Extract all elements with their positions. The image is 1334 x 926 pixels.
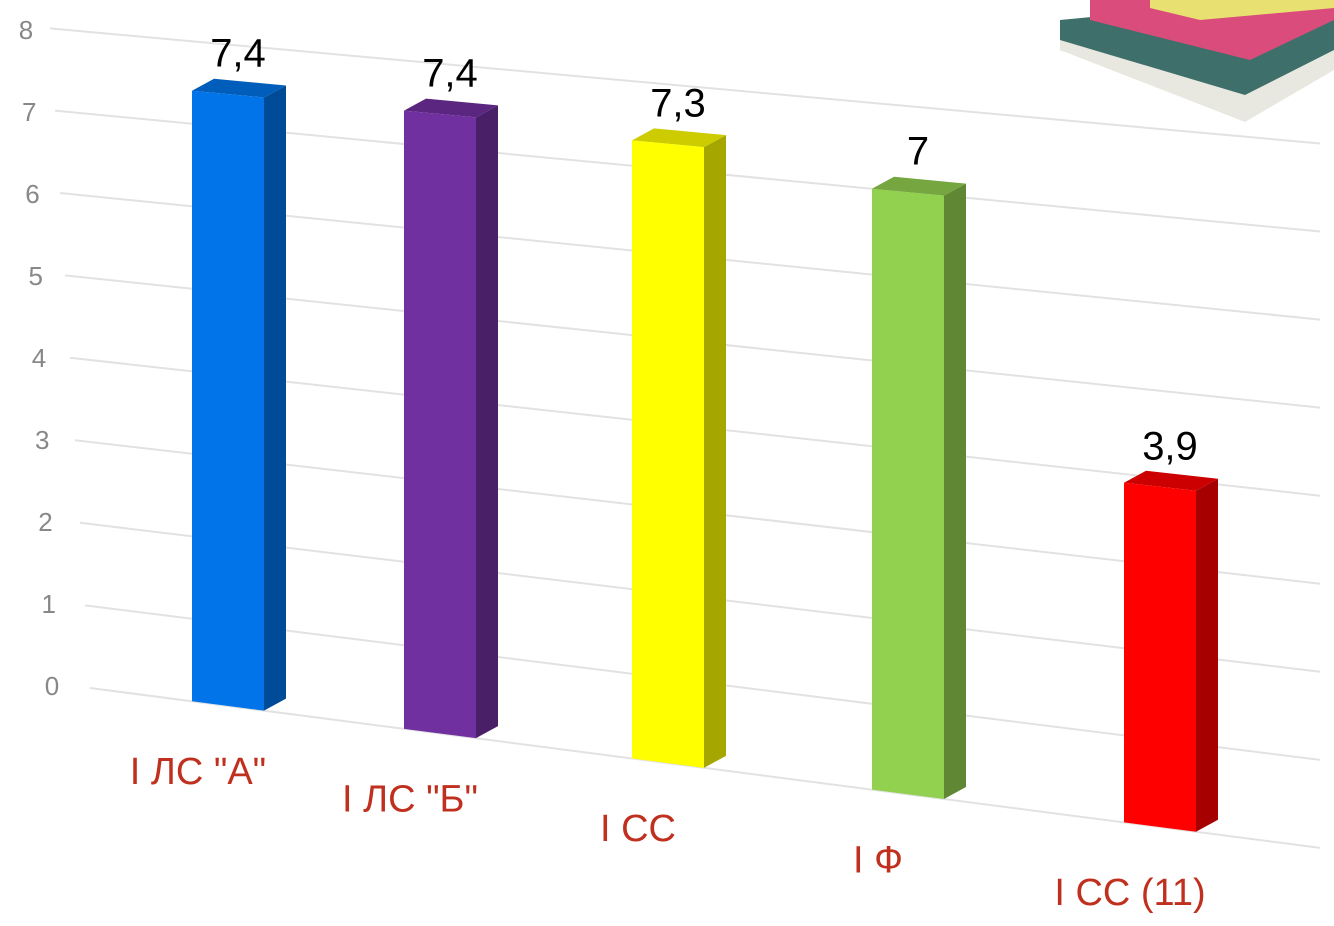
bar-side [704, 135, 726, 768]
bar-top [872, 176, 966, 196]
y-tick-label: 3 [35, 425, 49, 455]
y-tick-label: 5 [29, 261, 43, 291]
y-tick-label: 0 [45, 671, 59, 701]
value-label: 7 [907, 130, 929, 174]
x-tick-label: I СС [600, 808, 676, 850]
x-tick-label: I ЛС "А" [130, 751, 266, 793]
bar [192, 90, 264, 711]
books-decoration [1060, 0, 1334, 122]
value-label: 3,9 [1142, 424, 1198, 468]
bar-side [944, 183, 966, 800]
bar-top [192, 78, 286, 98]
bar-top [404, 98, 498, 118]
y-tick-label: 6 [25, 179, 39, 209]
bar [872, 188, 944, 800]
bar-side [476, 105, 498, 739]
bar-side [264, 85, 286, 711]
value-label: 7,4 [422, 52, 478, 96]
grid-line [49, 27, 1321, 145]
x-tick-label: I СС (11) [1054, 872, 1205, 914]
y-tick-label: 1 [42, 589, 56, 619]
x-tick-label: I ЛС "Б" [342, 779, 478, 821]
bar-top [1124, 470, 1218, 491]
bar-top [632, 128, 726, 148]
bar [404, 110, 476, 739]
bar [632, 140, 704, 768]
value-label: 7,4 [210, 32, 266, 76]
grid-line [89, 687, 1321, 849]
y-tick-label: 2 [38, 507, 52, 537]
x-tick-label: I Ф [853, 839, 903, 881]
y-tick-label: 8 [19, 15, 33, 45]
bar [1124, 482, 1196, 832]
bar-side [1196, 478, 1218, 832]
y-tick-label: 7 [22, 97, 36, 127]
value-label: 7,3 [650, 81, 706, 125]
y-tick-label: 4 [32, 343, 46, 373]
